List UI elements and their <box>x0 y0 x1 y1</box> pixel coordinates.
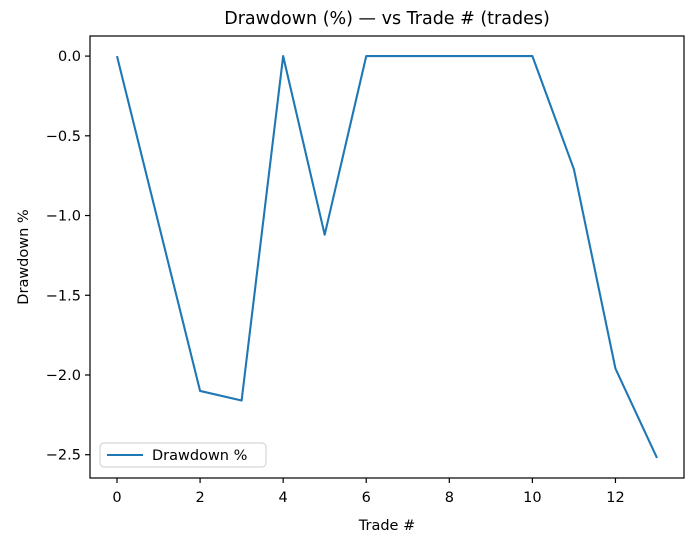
y-tick-label: −1.0 <box>46 209 81 225</box>
y-tick-label: −2.0 <box>46 368 81 384</box>
drawdown-line <box>115 55 658 459</box>
x-axis-label: Trade # <box>358 518 415 534</box>
legend-label: Drawdown % <box>152 448 247 464</box>
plot-border <box>89 35 685 479</box>
legend: Drawdown % <box>99 442 267 468</box>
y-tick-label: −2.5 <box>46 448 81 464</box>
y-axis-label: Drawdown % <box>16 209 32 304</box>
legend-box <box>99 442 267 468</box>
y-tick-label: 0.0 <box>58 49 81 65</box>
x-tick-label: 12 <box>606 490 624 506</box>
x-tick-label: 10 <box>523 490 541 506</box>
x-ticks: 0 2 4 6 8 10 12 <box>112 478 625 506</box>
x-tick-label: 8 <box>445 490 454 506</box>
chart-title: Drawdown (%) — vs Trade # (trades) <box>224 9 550 29</box>
x-tick-label: 6 <box>362 490 371 506</box>
x-tick-label: 0 <box>112 490 121 506</box>
x-tick-label: 2 <box>195 490 204 506</box>
y-tick-label: −0.5 <box>46 129 81 145</box>
y-tick-label: −1.5 <box>46 288 81 304</box>
x-tick-label: 4 <box>279 490 288 506</box>
y-ticks: 0.0 −0.5 −1.0 −1.5 −2.0 −2.5 <box>46 49 90 464</box>
